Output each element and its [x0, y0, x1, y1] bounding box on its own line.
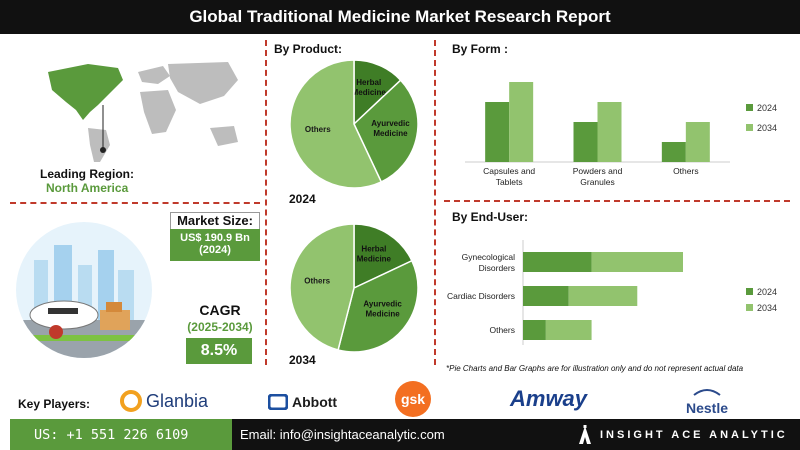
disclaimer-note: *Pie Charts and Bar Graphs are for illus…: [446, 364, 744, 373]
player-name: Amway: [510, 386, 588, 411]
pie-slice-label: Others: [305, 125, 331, 134]
player-gsk: gsk: [395, 381, 431, 417]
bar: [591, 252, 683, 272]
pie-2024-year-label: 2024: [289, 192, 316, 206]
pie-chart-2034: Herbal Medicine Ayurvedic Medicine Others: [289, 223, 419, 353]
bar: [573, 122, 598, 162]
by-end-user-bar-chart: Gynecological Disorders Cardiac Disorders O…: [447, 240, 777, 345]
by-product-title: By Product:: [274, 42, 343, 56]
bar: [523, 252, 592, 272]
y-tick-label: Cardiac Disorders: [447, 291, 515, 301]
brand: INSIGHT ACE ANALYTIC: [578, 419, 788, 450]
bar: [597, 102, 622, 162]
divider-right-horizontal: [444, 200, 790, 202]
legend-swatch: [746, 288, 753, 295]
pie-slice: [289, 59, 383, 189]
email-contact[interactable]: Email: info@insightaceanalytic.com: [240, 427, 445, 442]
x-tick-label: Others: [673, 166, 699, 176]
leading-region-value: North America: [46, 181, 129, 195]
bar: [661, 142, 686, 162]
legend-swatch: [746, 104, 753, 111]
by-form-title: By Form :: [452, 42, 509, 56]
pie-slice: [337, 259, 419, 353]
pie-slice-label: Herbal Medicine: [357, 245, 392, 264]
bar: [509, 82, 534, 162]
y-tick-label: Others: [489, 325, 515, 335]
market-size-value: US$ 190.9 Bn: [180, 232, 250, 244]
market-size-year: (2024): [199, 244, 231, 256]
x-tick-label: Capsules and Tablets: [483, 166, 535, 187]
bar: [523, 320, 546, 340]
divider-right: [434, 40, 436, 365]
player-name: Glanbia: [146, 390, 209, 411]
by-end-user-title: By End-User:: [452, 210, 529, 224]
legend-label: 2024: [757, 287, 777, 297]
bar: [568, 286, 638, 306]
glanbia-logo-icon: [120, 390, 142, 412]
cagr-value: 8.5%: [186, 338, 252, 364]
pie-slice: [289, 223, 355, 351]
player-nestle: Nestle: [686, 384, 728, 416]
player-name: Abbott: [292, 394, 338, 410]
airport-illustration-icon: [16, 222, 152, 358]
player-abbott: Abbott: [268, 394, 337, 410]
legend-label: 2024: [757, 103, 777, 113]
player-amway: Amway: [510, 386, 587, 412]
bar: [485, 102, 510, 162]
brand-name: INSIGHT ACE ANALYTIC: [600, 428, 788, 441]
player-name: Nestle: [686, 400, 729, 416]
bar: [545, 320, 592, 340]
market-size-box: US$ 190.9 Bn (2024): [170, 229, 260, 261]
legend-label: 2034: [757, 303, 777, 313]
world-map-icon: [48, 62, 238, 162]
market-size-label: Market Size:: [170, 212, 260, 230]
legend-swatch: [746, 124, 753, 131]
y-tick-label: Gynecological Disorders: [462, 252, 516, 273]
player-name: gsk: [400, 391, 426, 407]
pie-slice-label: Herbal Medicine: [352, 78, 387, 97]
leading-region-label: Leading Region:: [40, 167, 134, 181]
pie-2034-year-label: 2034: [289, 353, 316, 367]
pie-slice-label: Others: [304, 276, 330, 285]
bar: [685, 122, 710, 162]
nestle-nest-icon: [693, 389, 721, 396]
insightace-logo-icon: [579, 424, 591, 444]
page-title: Global Traditional Medicine Market Resea…: [0, 0, 800, 34]
divider-left: [265, 40, 267, 365]
player-glanbia: Glanbia: [120, 390, 208, 412]
bar: [523, 286, 569, 306]
pie-slice-label: Ayurvedic Medicine: [363, 300, 402, 319]
pie-slice: [353, 223, 413, 290]
divider-left-horizontal: [10, 202, 260, 204]
by-form-bar-chart: Capsules and Tablets Powders and Granules Ot…: [465, 82, 777, 187]
cagr-label: CAGR: [199, 302, 241, 318]
cagr-period: (2025-2034): [187, 320, 253, 334]
legend-label: 2034: [757, 123, 777, 133]
key-players-label: Key Players:: [18, 397, 91, 411]
abbott-logo-icon: [268, 394, 288, 410]
x-tick-label: Powders and Granules: [573, 166, 623, 187]
phone-contact[interactable]: US: +1 551 226 6109: [10, 419, 232, 450]
legend-swatch: [746, 304, 753, 311]
pie-chart-2024: Herbal Medicine Ayurvedic Medicine Others: [289, 59, 419, 189]
pie-slice-label: Ayurvedic Medicine: [371, 119, 410, 138]
